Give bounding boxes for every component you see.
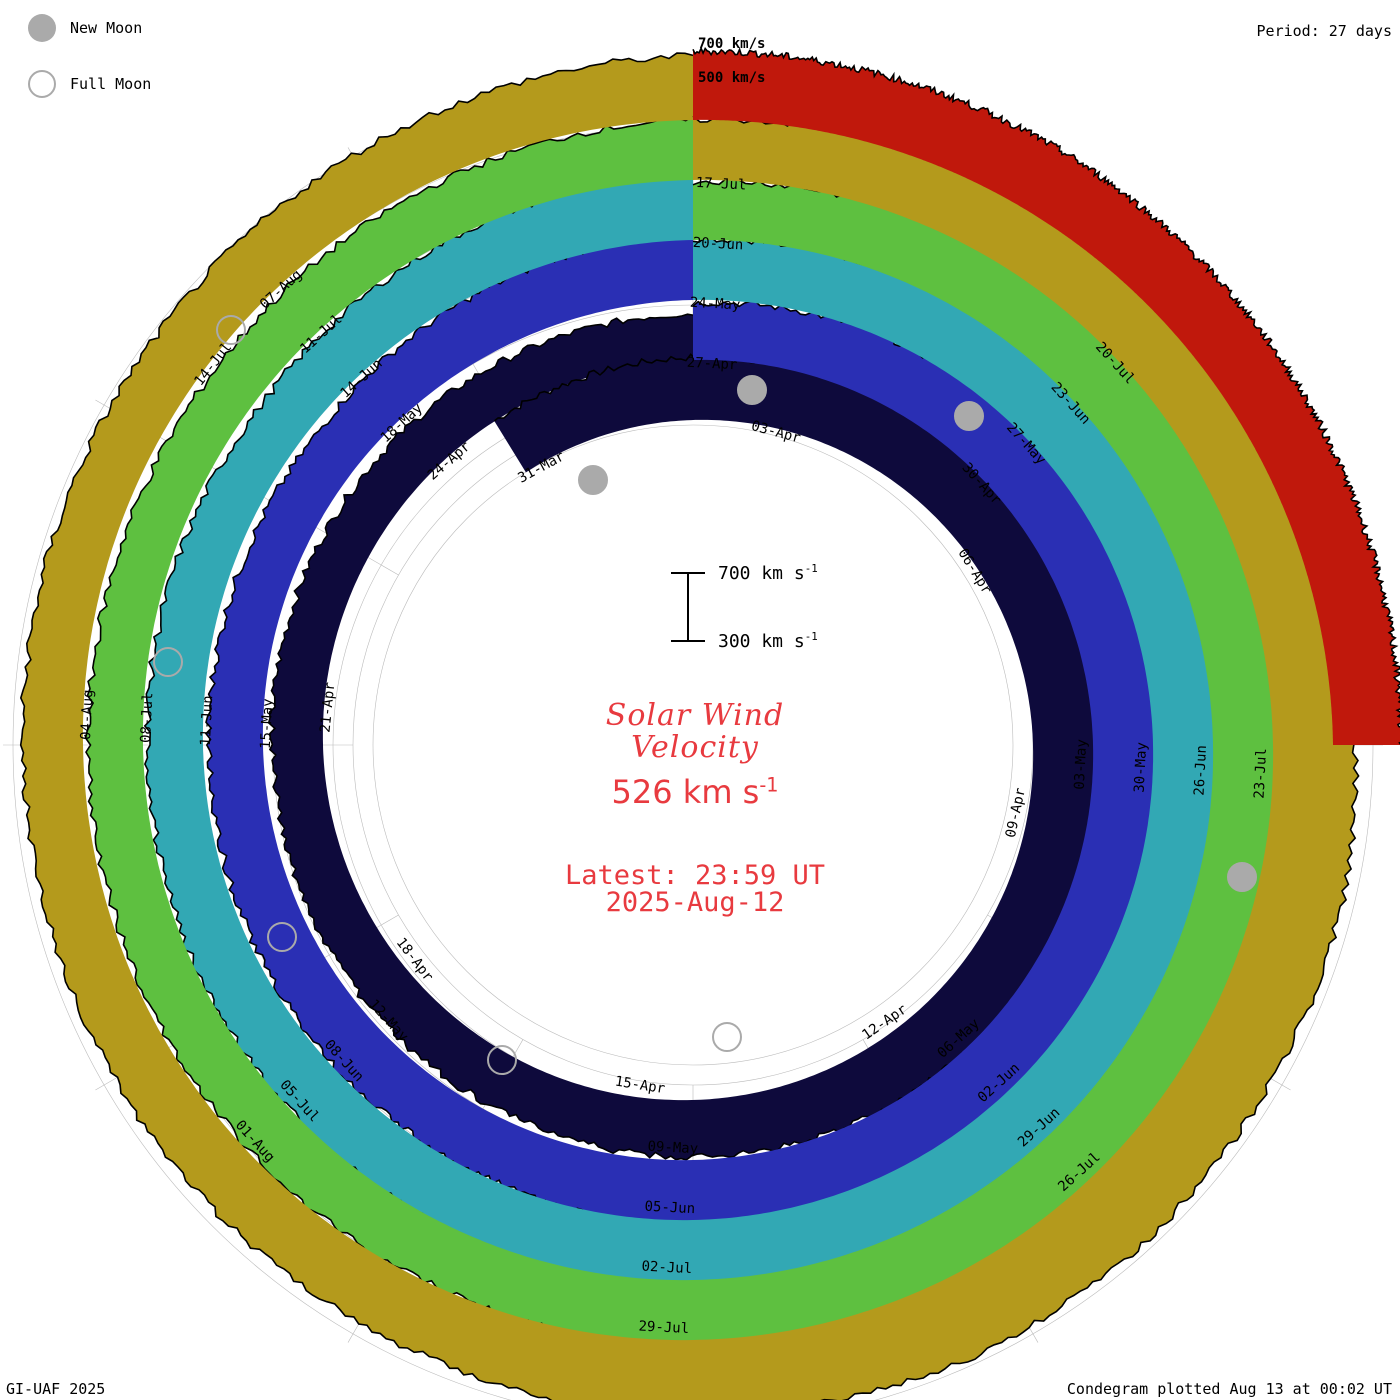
new-moon-marker [954,401,984,431]
scale-bottom-label: 300 km s-1 [718,630,818,652]
scale-top-text: 700 km s [718,563,805,584]
legend-full-moon-label: Full Moon [70,75,152,93]
title-line1: Solar Wind [605,698,785,733]
period-label: Period: 27 days [1256,22,1392,40]
scale-500-label: 500 km/s [698,70,765,86]
full-moon-marker [712,1022,742,1052]
latest-date: 2025-Aug-12 [605,887,785,918]
full-moon-icon [28,70,56,98]
date-label: 29-Jul [638,1318,689,1337]
full-moon-marker [487,1045,517,1075]
date-label: 30-May [1132,742,1151,793]
date-label: 08-Jul [138,692,157,743]
full-moon-marker [153,647,183,677]
footer-credit: GI-UAF 2025 [6,1380,106,1398]
new-moon-marker [1227,862,1257,892]
scale-bottom-exp: -1 [804,630,818,643]
date-label: 24-May [689,295,740,314]
date-label: 03-May [1072,739,1091,790]
current-speed-value: 526 km s [611,773,760,811]
new-moon-icon [28,14,56,42]
scale-top-label: 700 km s-1 [718,562,818,584]
latest-time: Latest: 23:59 UT [564,860,826,891]
date-label: 09-May [647,1139,698,1158]
date-label: 26-Jun [1192,745,1211,796]
scale-top-exp: -1 [804,562,818,575]
full-moon-marker [267,922,297,952]
date-label: 17-Jul [695,175,746,194]
new-moon-marker [737,375,767,405]
current-speed: 526 km s-1 [0,773,1390,811]
date-label: 05-Jun [644,1199,695,1218]
footer-plotted: Condegram plotted Aug 13 at 00:02 UT [1066,1380,1392,1398]
date-label: 04-Aug [78,689,97,740]
current-speed-exp: -1 [759,773,779,797]
scale-bottom-text: 300 km s [718,631,805,652]
full-moon-marker [216,315,246,345]
title-line2: Velocity [631,730,759,765]
date-label: 23-Jul [1252,748,1271,799]
date-label: 15-Apr [614,1074,666,1098]
date-label: 21-Apr [317,681,338,733]
legend-new-moon-label: New Moon [70,19,143,37]
date-label: 11-Jun [198,695,217,746]
scale-bar [671,572,705,642]
date-label: 27-Apr [686,355,737,374]
new-moon-marker [578,465,608,495]
date-label: 02-Jul [641,1259,692,1278]
legend-new-moon: New Moon [28,14,142,42]
rotation-band-6 [693,48,1400,745]
scale-700-label: 700 km/s [698,36,765,52]
legend-full-moon: Full Moon [28,70,151,98]
rotation-speed-line-6 [692,46,1400,745]
date-label: 20-Jun [692,235,743,254]
grid-ring [372,424,1014,1066]
date-label: 15-May [258,698,277,749]
